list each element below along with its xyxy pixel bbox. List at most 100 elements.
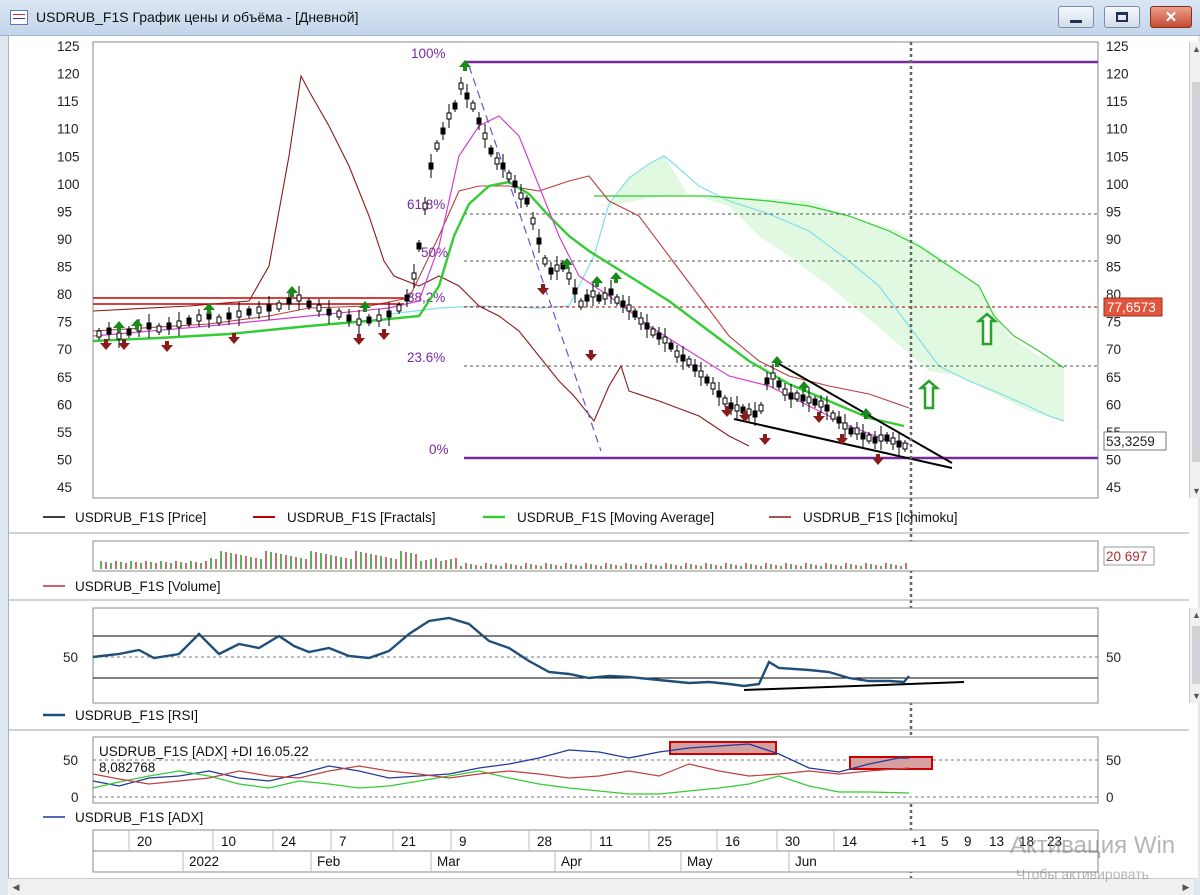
scroll-right-icon[interactable]: ▶	[1182, 882, 1190, 892]
time-axis-day-label: 11	[599, 834, 613, 849]
projection-arrow-up-1	[917, 379, 941, 410]
horizontal-scrollbar[interactable]: ◀ ▶	[8, 878, 1194, 895]
minus-di-line	[92, 763, 910, 785]
time-axis-day-label: 9	[459, 834, 467, 849]
fractal-up-icon	[798, 381, 810, 392]
title-bar: USDRUB_F1S График цены и объёма - [Дневн…	[0, 0, 1200, 36]
scroll-up-icon[interactable]: ▲	[1192, 44, 1200, 54]
candle-body	[126, 328, 132, 336]
fractal-up-icon	[591, 276, 603, 287]
chart-area[interactable]: 125 120 115 110 105 100 95 90 85 80 75 70 65 60 55 50 45…	[8, 36, 1200, 878]
candle-body	[746, 408, 752, 416]
candle-body	[698, 370, 704, 378]
candle-body	[530, 217, 536, 225]
candle-body	[626, 304, 632, 312]
candle-body	[902, 442, 908, 450]
price-y-tick-left: 115	[57, 94, 79, 109]
scroll-left-icon[interactable]: ◀	[12, 882, 20, 892]
price-panel-scrollbar[interactable]: ▲ ▼	[1189, 42, 1200, 498]
candle-body	[246, 308, 252, 316]
scroll-down-icon[interactable]: ▼	[1192, 486, 1200, 496]
close-button[interactable]: ✕	[1150, 6, 1192, 28]
candle-body	[106, 327, 112, 335]
ichimoku-tenkan	[92, 175, 910, 409]
fib-label-100: 100%	[411, 46, 446, 61]
candle-body	[470, 102, 476, 110]
candle-body	[878, 434, 884, 442]
price-y-tick-right: 100	[1106, 177, 1129, 192]
fractal-up-icon	[286, 286, 298, 297]
candle-body	[848, 427, 854, 435]
legend-moving-average: USDRUB_F1S [Moving Average]	[517, 510, 714, 525]
minimize-icon	[1070, 19, 1082, 23]
price-scroll-thumb[interactable]	[1192, 82, 1200, 462]
fractal-down-icon	[813, 412, 825, 423]
price-y-tick-left: 55	[57, 425, 72, 440]
projection-arrow-up-2	[975, 312, 999, 346]
rsi-tick-left: 50	[63, 650, 78, 665]
candle-body	[286, 297, 292, 305]
chart-canvas[interactable]: 1251201151101051009590858075706560555045…	[9, 36, 1199, 878]
candle-body	[524, 197, 530, 205]
maximize-button[interactable]	[1104, 6, 1140, 28]
candle-body	[872, 436, 878, 444]
candle-body	[722, 397, 728, 405]
fractal-down-icon	[353, 334, 365, 345]
time-axis-day-label: +1	[911, 834, 926, 849]
fractal-up-icon	[610, 272, 622, 283]
chart-window-icon	[10, 10, 28, 25]
price-y-tick-right: 95	[1106, 204, 1121, 219]
candle-body	[494, 157, 500, 165]
candle-body	[216, 316, 222, 324]
legend-price: USDRUB_F1S [Price]	[75, 510, 206, 525]
fractal-down-icon	[100, 339, 112, 350]
time-axis-period-label: Mar	[437, 854, 461, 869]
candle-body	[806, 396, 812, 404]
candle-body	[782, 388, 788, 396]
candle-body	[584, 294, 590, 302]
candle-body	[650, 328, 656, 336]
time-axis-day-label: 23	[1047, 834, 1062, 849]
price-y-tick-left: 75	[57, 315, 72, 330]
candle-body	[866, 434, 872, 442]
rsi-tick-right: 50	[1106, 650, 1121, 665]
maximize-icon	[1116, 12, 1128, 22]
candle-body	[752, 410, 758, 418]
fractal-down-icon	[872, 454, 884, 465]
candle-body	[266, 304, 272, 312]
candle-body	[710, 382, 716, 390]
rsi-panel-scrollbar[interactable]: ▲ ▼	[1189, 608, 1200, 703]
candle-body	[770, 372, 776, 380]
rsi-scroll-thumb[interactable]	[1192, 626, 1200, 684]
candle-body	[446, 112, 452, 120]
candle-body	[860, 432, 866, 440]
candle-body	[644, 322, 650, 330]
fractal-down-icon	[228, 333, 240, 344]
candle-body	[668, 342, 674, 350]
volume-badge: 20 697	[1106, 549, 1147, 564]
candle-body	[116, 332, 122, 340]
adx-tick-0-right: 0	[1106, 790, 1114, 805]
rsi-scroll-up-icon[interactable]: ▲	[1192, 610, 1200, 620]
minimize-button[interactable]	[1058, 6, 1094, 28]
candle-body	[836, 416, 842, 424]
price-y-tick-left: 85	[57, 260, 72, 275]
fractal-down-icon	[585, 350, 597, 361]
candle-body	[176, 320, 182, 328]
candle-body	[518, 192, 524, 200]
rsi-scroll-down-icon[interactable]: ▼	[1192, 691, 1200, 701]
time-axis-period-label: Jun	[795, 854, 817, 869]
candle-body	[716, 390, 722, 398]
candle-body	[536, 237, 542, 245]
legend-volume: USDRUB_F1S [Volume]	[75, 579, 221, 594]
time-axis-day-label: 21	[401, 834, 416, 849]
time-axis-days: 20 10 24 7 21 9 28 11 25 16 30 14 +1 5 9 13 18 23	[128, 830, 1062, 851]
fractal-down-icon	[836, 434, 848, 445]
time-axis-day-label: 20	[137, 834, 152, 849]
candle-body	[166, 322, 172, 330]
candle-body	[692, 364, 698, 372]
price-y-tick-right: 115	[1106, 94, 1128, 109]
rsi-line	[92, 616, 910, 688]
candle-body	[890, 437, 896, 445]
candle-body	[476, 117, 482, 125]
